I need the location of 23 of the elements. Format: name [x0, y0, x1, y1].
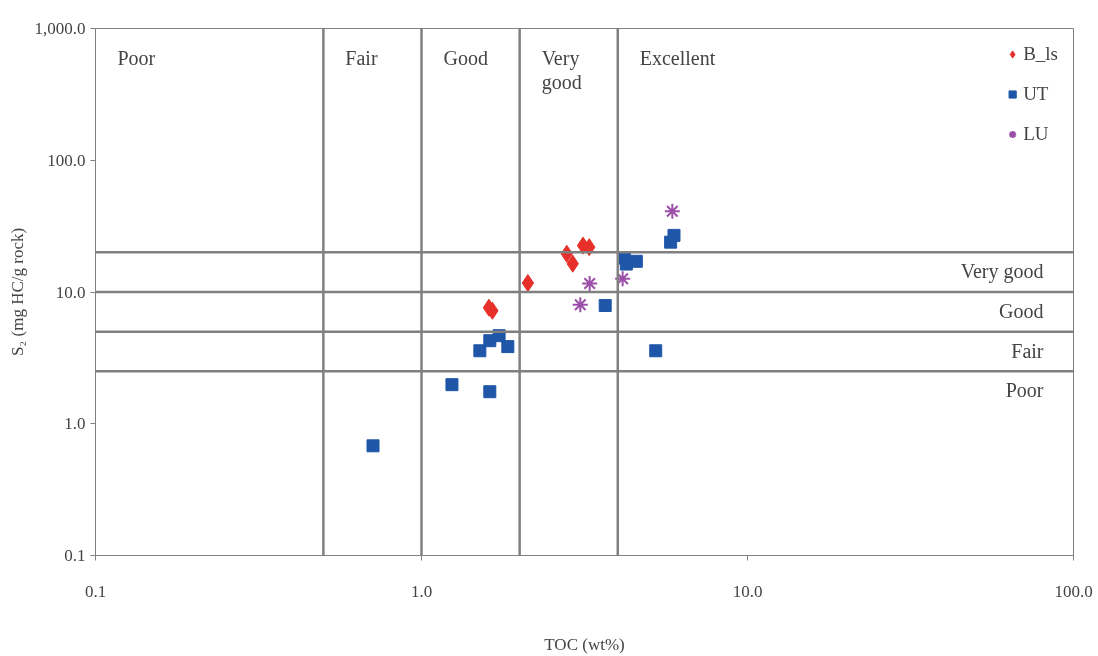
y-tick-label: 100.0: [47, 150, 86, 170]
ref-line-label: Good: [443, 46, 488, 69]
legend-label: UT: [1023, 83, 1049, 105]
x-tick-label: 0.1: [84, 581, 107, 601]
x-axis-title: TOC (wt%): [544, 634, 625, 654]
legend-label: LU: [1023, 123, 1049, 145]
ref-line-label: Very good: [541, 46, 582, 94]
legend-label: B_ls: [1023, 43, 1058, 65]
ref-line-label: Excellent: [639, 46, 716, 69]
x-tick-label: 1.0: [410, 581, 433, 601]
ref-line-label: Good: [999, 300, 1044, 322]
y-tick-label: 10.0: [55, 282, 86, 302]
ref-line-label: Poor: [1005, 379, 1044, 402]
x-tick-label: 10.0: [732, 581, 763, 601]
ref-line-label: Fair: [345, 46, 378, 69]
y-tick-label: 1,000.0: [34, 19, 86, 38]
ref-line-label: Very good: [960, 260, 1044, 284]
y-tick-label: 0.1: [64, 546, 86, 565]
x-tick-label: 100.0: [1054, 581, 1093, 601]
y-tick-label: 1.0: [64, 414, 86, 434]
ref-line-label: Fair: [1011, 339, 1044, 362]
y-axis-title: S₂ (mg HC/g rock): [7, 227, 27, 357]
annotation: Poor: [117, 46, 156, 69]
